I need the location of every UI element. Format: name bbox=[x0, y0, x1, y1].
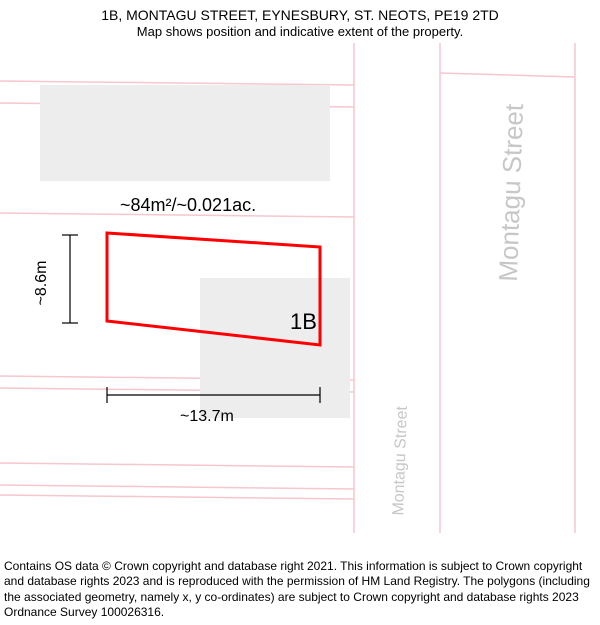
figure-subtitle: Map shows position and indicative extent… bbox=[0, 24, 600, 43]
map-canvas: ~84m²/~0.021ac. ~8.6m ~13.7m 1B Montagu Stre… bbox=[0, 43, 600, 533]
map-figure: 1B, MONTAGU STREET, EYNESBURY, ST. NEOTS… bbox=[0, 0, 600, 625]
area-label: ~84m²/~0.021ac. bbox=[120, 195, 256, 215]
height-label: ~8.6m bbox=[33, 261, 50, 306]
road-label-large: Montagu Street bbox=[493, 103, 529, 282]
copyright-footer: Contains OS data © Crown copyright and d… bbox=[4, 559, 596, 621]
width-label: ~13.7m bbox=[180, 408, 234, 425]
plot-label: 1B bbox=[290, 309, 317, 334]
figure-title: 1B, MONTAGU STREET, EYNESBURY, ST. NEOTS… bbox=[0, 0, 600, 24]
